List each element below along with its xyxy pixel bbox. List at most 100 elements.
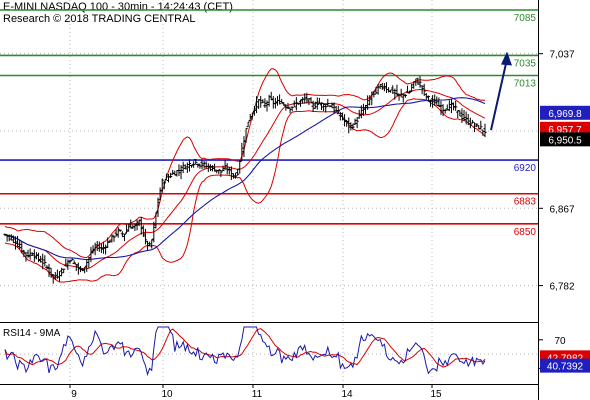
y-tick-label: 6,782 (549, 282, 574, 293)
price-bar (104, 244, 108, 255)
price-bar (196, 163, 200, 168)
price-bar (382, 83, 386, 92)
price-bar (32, 249, 36, 262)
price-bar (305, 92, 309, 104)
price-bar (120, 231, 124, 238)
price-bar (242, 136, 246, 158)
price-bar (26, 249, 30, 258)
price-bar (319, 102, 324, 111)
price-bar (83, 266, 87, 274)
rsi-tag-label: 40.7392 (547, 362, 584, 373)
price-bar (410, 84, 414, 93)
price-bar (481, 129, 485, 136)
price-bar (177, 164, 181, 177)
price-bar (277, 94, 282, 105)
price-bar (20, 241, 24, 254)
rsi-title: RSI14 - 9MA (3, 328, 61, 339)
price-bar (309, 97, 313, 103)
price-bar (389, 89, 393, 93)
price-bar (443, 109, 447, 114)
price-bar (198, 163, 202, 169)
price-bar (399, 88, 403, 98)
x-tick-label: 14 (341, 389, 353, 400)
price-bar (91, 245, 95, 254)
price-bar (101, 241, 106, 254)
price-bar (269, 91, 273, 101)
price-bar (135, 219, 139, 231)
price-bar (437, 97, 441, 107)
price-bar (315, 97, 319, 110)
price-bar (424, 93, 428, 100)
price-bar (439, 100, 443, 116)
price-tag-label: 6,957.7 (548, 125, 582, 136)
price-bar (342, 114, 347, 127)
price-bar (386, 87, 391, 93)
price-bar (445, 104, 449, 111)
price-bar (185, 162, 189, 173)
price-bar (22, 249, 26, 258)
price-bar (74, 263, 78, 271)
price-bar (85, 258, 89, 272)
price-bar (145, 240, 150, 251)
price-bar (483, 123, 487, 138)
price-bar (422, 83, 426, 96)
price-bar (49, 267, 53, 278)
x-tick-label: 11 (252, 389, 263, 400)
y-tick-label: 7,037 (549, 50, 574, 61)
price-bar (248, 113, 252, 122)
price-tag-box (540, 121, 590, 136)
price-bar (273, 97, 277, 109)
price-bar (122, 233, 127, 242)
price-bar (204, 161, 208, 169)
price-bar (313, 101, 317, 110)
price-bar (416, 77, 420, 85)
price-bar (183, 164, 187, 170)
price-bar (93, 242, 97, 256)
level-label-7035: 7035 (514, 58, 537, 69)
price-bar (374, 86, 378, 95)
price-bar (87, 256, 91, 269)
price-bar (124, 224, 129, 234)
price-bar (7, 234, 11, 242)
rsi-tag: 40.7392 (540, 358, 590, 373)
y-tick-label: 6,867 (549, 204, 574, 215)
price-bar (351, 123, 355, 130)
price-bar (9, 234, 13, 241)
price-bar (213, 163, 217, 172)
price-bar (286, 102, 290, 109)
price-bar (64, 258, 68, 267)
price-axis-line (538, 0, 539, 400)
price-bar (229, 166, 233, 181)
price-bar (24, 252, 28, 262)
price-tag-box (540, 132, 590, 147)
price-bar (280, 99, 284, 104)
price-bar (366, 95, 370, 110)
price-bar (271, 96, 275, 109)
rsi-line (4, 326, 486, 377)
price-bar (187, 159, 192, 172)
price-bar (233, 172, 238, 179)
pane-divider (0, 322, 538, 323)
price-bar (192, 161, 196, 168)
forecast-arrow-shaft (490, 63, 507, 131)
price-bar (133, 224, 137, 231)
price-bar (18, 239, 22, 250)
price-bar (13, 236, 18, 250)
price-bar (454, 100, 458, 111)
price-bar (460, 108, 464, 123)
price-bar (171, 169, 175, 175)
price-bar (139, 216, 143, 235)
price-bar (206, 163, 210, 172)
price-bar (288, 107, 292, 114)
price-bar (428, 99, 433, 107)
price-bar (355, 117, 359, 129)
rsi-tick-label: 70 (554, 336, 566, 347)
price-bar (129, 219, 133, 229)
price-bar (99, 243, 104, 253)
price-bar (345, 119, 349, 127)
price-bar (462, 109, 466, 122)
price-bar (420, 85, 424, 95)
price-bar (15, 235, 20, 248)
price-bar (219, 170, 223, 178)
